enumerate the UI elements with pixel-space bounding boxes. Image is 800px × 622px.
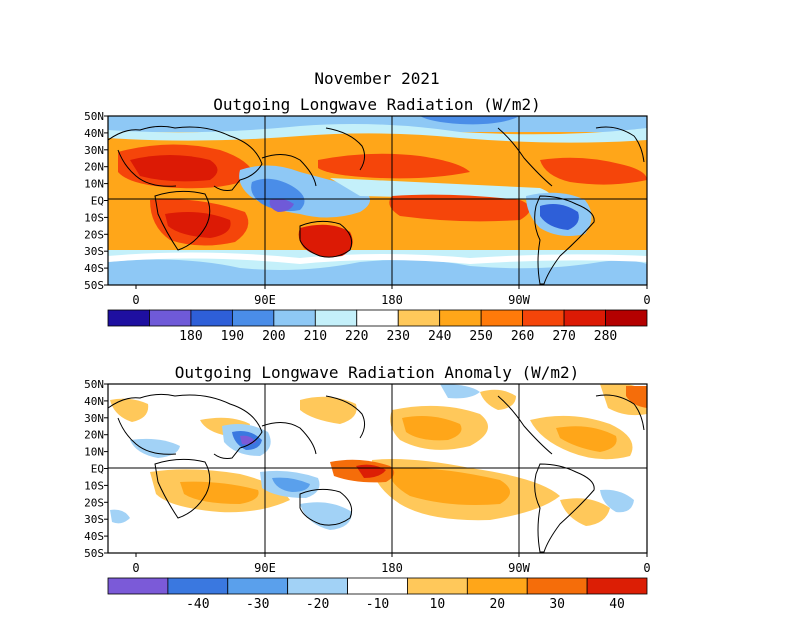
colorbar-swatch	[107, 309, 150, 327]
lat-label: 20N	[84, 429, 104, 442]
olr-map	[108, 116, 647, 285]
colorbar-label: 40	[609, 597, 625, 612]
colorbar-label: 10	[430, 597, 446, 612]
figure-title: November 2021	[314, 69, 439, 88]
lat-label: 30N	[84, 412, 104, 425]
lat-label: 40N	[84, 395, 104, 408]
lat-label: 20S	[84, 228, 104, 241]
colorbar-label: 200	[262, 329, 285, 344]
lat-label: 40S	[84, 262, 104, 275]
colorbar-label: 270	[552, 329, 575, 344]
colorbar-label: 210	[304, 329, 327, 344]
lon-label: 90W	[508, 561, 530, 575]
colorbar-swatch	[273, 309, 316, 327]
colorbar-swatch	[397, 309, 441, 327]
colorbar-label: 220	[345, 329, 368, 344]
olr-colorbar: 180 190 200 210 220 230 240 250 260 270 280	[107, 309, 648, 344]
colorbar-label: -30	[246, 597, 269, 612]
colorbar-label: 250	[469, 329, 492, 344]
olr-overlay	[107, 115, 648, 286]
colorbar-label: 20	[489, 597, 505, 612]
anomaly-colorbar: -40 -30 -20 -10 10 20 30 40	[107, 577, 648, 612]
lon-label: 90W	[508, 293, 530, 307]
lat-label: 30S	[84, 513, 104, 526]
lat-label: 40N	[84, 127, 104, 140]
lat-label: 10S	[84, 211, 104, 224]
colorbar-swatch	[227, 577, 289, 595]
olr-map-axes: 50N 40N 30N 20N 10N EQ 10S 20S 30S 40S 50S 0 90E 180 9…	[84, 110, 650, 307]
anomaly-panel-title: Outgoing Longwave Radiation Anomaly (W/m…	[175, 363, 580, 382]
colorbar-swatch	[466, 577, 528, 595]
lon-label: 0	[132, 293, 139, 307]
colorbar-swatch	[107, 577, 169, 595]
colorbar-swatch	[231, 309, 275, 327]
colorbar-label: 230	[386, 329, 409, 344]
colorbar-label: 30	[549, 597, 565, 612]
lon-label: 180	[381, 293, 403, 307]
continent-outlines	[107, 125, 645, 285]
colorbar-label: 280	[594, 329, 617, 344]
olr-panel-title: Outgoing Longwave Radiation (W/m2)	[213, 95, 541, 114]
lat-label: 10S	[84, 479, 104, 492]
colorbar-swatch	[347, 577, 408, 595]
lat-label: 20S	[84, 496, 104, 509]
lat-label: 30S	[84, 245, 104, 258]
colorbar-swatch	[522, 309, 565, 327]
lat-label: 30N	[84, 144, 104, 157]
lat-label: 20N	[84, 161, 104, 174]
colorbar-label: -10	[366, 597, 389, 612]
colorbar-swatch	[314, 309, 358, 327]
colorbar-swatch	[586, 577, 648, 595]
colorbar-swatch	[287, 577, 348, 595]
lat-label: 10N	[84, 446, 104, 459]
colorbar-swatch	[439, 309, 482, 327]
lon-label: 0	[132, 561, 139, 575]
lat-label: 50S	[84, 547, 104, 560]
anomaly-overlay	[107, 383, 648, 554]
colorbar-label: 260	[511, 329, 534, 344]
lon-label: 0	[643, 293, 650, 307]
lon-label: 90E	[254, 293, 276, 307]
lat-label: EQ	[91, 195, 104, 208]
lat-label: 50N	[84, 110, 104, 123]
colorbar-label: 190	[221, 329, 244, 344]
lat-label: 40S	[84, 530, 104, 543]
colorbar-swatch	[407, 577, 468, 595]
anomaly-map-axes: 50N 40N 30N 20N 10N EQ 10S 20S 30S 40S 50S 0 90E 180 9…	[84, 378, 650, 575]
colorbar-swatch	[563, 309, 606, 327]
lon-label: 180	[381, 561, 403, 575]
colorbar-swatch	[356, 309, 399, 327]
lat-label: EQ	[91, 463, 104, 476]
colorbar-swatch	[526, 577, 588, 595]
colorbar-label: -40	[186, 597, 209, 612]
lat-label: 50N	[84, 378, 104, 391]
colorbar-label: 240	[428, 329, 451, 344]
colorbar-label: 180	[179, 329, 202, 344]
lon-label: 90E	[254, 561, 276, 575]
colorbar-swatch	[605, 309, 648, 327]
colorbar-swatch	[149, 309, 192, 327]
lat-label: 10N	[84, 178, 104, 191]
colorbar-swatch	[167, 577, 229, 595]
lat-label: 50S	[84, 279, 104, 292]
colorbar-swatch	[480, 309, 524, 327]
lon-label: 0	[643, 561, 650, 575]
colorbar-swatch	[190, 309, 233, 327]
colorbar-label: -20	[306, 597, 329, 612]
continent-outlines	[107, 393, 645, 553]
